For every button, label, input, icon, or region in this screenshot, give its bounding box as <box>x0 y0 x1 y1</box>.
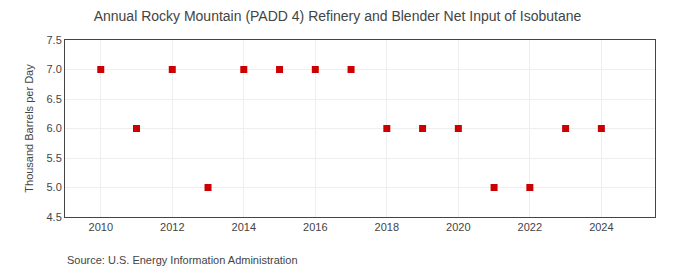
svg-text:5.0: 5.0 <box>47 181 62 193</box>
svg-text:Source: U.S. Energy Informatio: Source: U.S. Energy Information Administ… <box>67 254 298 266</box>
svg-text:2016: 2016 <box>303 221 327 233</box>
svg-text:6.0: 6.0 <box>47 122 62 134</box>
svg-text:Thousand Barrels per Day: Thousand Barrels per Day <box>23 64 35 193</box>
svg-text:5.5: 5.5 <box>47 152 62 164</box>
svg-text:6.5: 6.5 <box>47 93 62 105</box>
svg-text:4.5: 4.5 <box>47 211 62 223</box>
svg-text:2024: 2024 <box>589 221 613 233</box>
svg-text:7.5: 7.5 <box>47 34 62 46</box>
svg-text:2014: 2014 <box>232 221 256 233</box>
svg-text:7.0: 7.0 <box>47 63 62 75</box>
svg-text:2018: 2018 <box>375 221 399 233</box>
svg-text:2012: 2012 <box>160 221 184 233</box>
svg-text:2022: 2022 <box>518 221 542 233</box>
svg-text:2020: 2020 <box>446 221 470 233</box>
svg-text:2010: 2010 <box>89 221 113 233</box>
svg-text:Annual Rocky Mountain (PADD 4): Annual Rocky Mountain (PADD 4) Refinery … <box>94 8 582 24</box>
